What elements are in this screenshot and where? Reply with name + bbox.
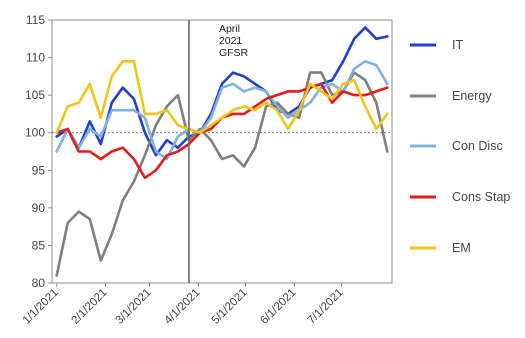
legend-label-it: IT — [452, 38, 463, 52]
x-tick-label: 1/1/2021 — [21, 287, 61, 327]
x-tick-label: 2/1/2021 — [70, 287, 110, 327]
y-tick-label: 110 — [26, 51, 45, 65]
axes-layer: 80 85 90 95 100 105 110 115 1/1/2021 2/1/2021 3/1/… — [21, 13, 393, 327]
legend-label-con-disc: Con Disc — [452, 139, 503, 153]
y-tick-label: 95 — [32, 163, 46, 177]
x-tick-label: 3/1/2021 — [114, 287, 154, 327]
legend-label-em: EM — [452, 241, 471, 255]
y-tick-label: 80 — [32, 276, 46, 290]
x-tick-label: 6/1/2021 — [258, 287, 298, 327]
legend: IT Energy Con Disc Cons Stap EM — [410, 38, 510, 255]
series-layer — [55, 26, 389, 277]
x-tick-label: 4/1/2021 — [162, 287, 202, 327]
series-line-it — [55, 26, 389, 157]
plot-frame — [51, 19, 393, 284]
x-tick-label: 7/1/2021 — [306, 287, 346, 327]
y-tick-label: 105 — [25, 88, 45, 102]
x-tick-label: 5/1/2021 — [210, 287, 250, 327]
series-line-energy — [55, 71, 389, 277]
series-line-con-disc — [55, 59, 389, 161]
series-line-em — [55, 59, 389, 134]
y-tick-label: 90 — [32, 201, 46, 215]
annotation-text: GFSR — [219, 47, 249, 59]
annotation-text: April — [219, 23, 240, 35]
legend-label-cons-stap: Cons Stap — [452, 190, 510, 204]
y-tick-label: 100 — [25, 126, 45, 140]
annotation-text: 2021 — [219, 35, 243, 47]
y-tick-label: 85 — [32, 238, 46, 252]
legend-label-energy: Energy — [452, 89, 492, 103]
y-tick-label: 115 — [26, 13, 45, 27]
